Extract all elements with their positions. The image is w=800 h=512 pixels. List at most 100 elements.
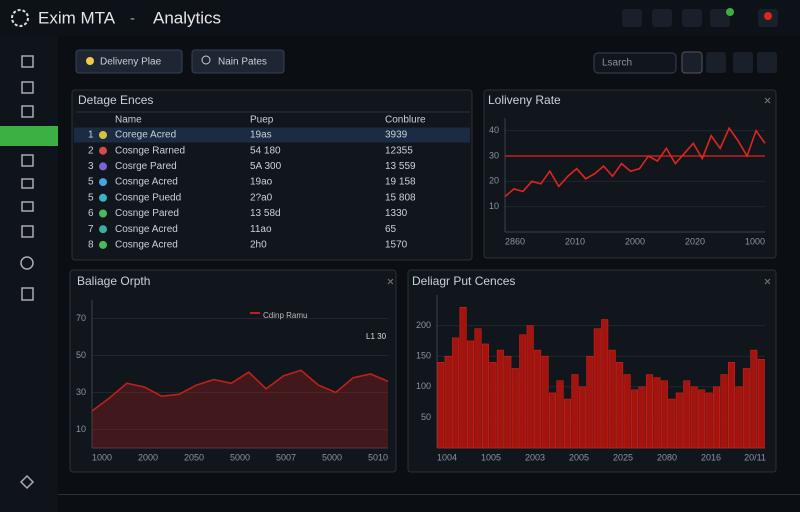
nav-icon[interactable] <box>21 81 34 94</box>
footer-rule <box>58 494 800 495</box>
bar <box>563 398 571 449</box>
table-cell: 7 <box>88 224 94 235</box>
bar <box>668 398 676 449</box>
bar <box>660 380 668 449</box>
table-cell: 1570 <box>385 240 408 251</box>
search-text: Lsarch <box>602 58 632 69</box>
row-highlight <box>74 127 470 143</box>
y-tick-label: 30 <box>489 150 499 160</box>
y-tick-label: 150 <box>416 351 431 361</box>
x-tick-label: 2000 <box>138 452 158 462</box>
bar <box>653 377 661 449</box>
y-tick-label: 50 <box>421 412 431 422</box>
close-icon <box>764 278 771 285</box>
bar <box>623 374 631 449</box>
x-tick-label: 1000 <box>92 452 112 462</box>
icon-button[interactable] <box>622 9 642 27</box>
icon-button[interactable] <box>710 9 730 27</box>
y-tick-label: 40 <box>489 125 499 135</box>
y-tick-label: 10 <box>489 201 499 211</box>
table-cell: 65 <box>385 224 397 235</box>
table-cell: 8 <box>88 240 94 251</box>
bar <box>608 349 616 449</box>
icon-button[interactable] <box>733 52 753 73</box>
x-tick-label: 20/11 <box>744 452 766 462</box>
x-tick-label: 2080 <box>657 452 677 462</box>
close-icon <box>764 97 771 104</box>
bar <box>474 328 482 449</box>
row-icon <box>99 209 107 218</box>
bar <box>698 389 706 449</box>
row-icon <box>99 193 107 202</box>
x-tick-label: 2025 <box>613 452 633 462</box>
nav-icon[interactable] <box>21 178 34 189</box>
icon-button[interactable] <box>681 51 703 74</box>
y-tick-label: 20 <box>489 176 499 186</box>
bar <box>586 355 594 449</box>
bar <box>467 340 475 449</box>
bar <box>519 334 527 449</box>
table-cell: 2 <box>88 145 94 156</box>
table-cell: Cosnge Rarned <box>115 145 185 156</box>
icon-button[interactable] <box>757 52 777 73</box>
nav-icon[interactable] <box>21 55 34 68</box>
chart-title: Baliage Orpth <box>77 274 150 288</box>
chart-panel <box>483 89 777 259</box>
button-label: Deliveny Plae <box>100 57 162 68</box>
icon-button[interactable] <box>652 9 672 27</box>
row-icon <box>99 146 107 155</box>
table-cell: 19as <box>250 130 272 141</box>
search-box[interactable] <box>593 52 677 74</box>
bar <box>504 355 512 449</box>
search-icon <box>201 55 211 65</box>
x-tick-label: 1004 <box>437 452 457 462</box>
x-tick-label: 5000 <box>230 452 250 462</box>
row-icon <box>99 225 107 234</box>
table-cell: 1 <box>88 130 94 141</box>
bar <box>727 362 735 449</box>
table-cell: 13 559 <box>385 161 416 172</box>
button-icon <box>86 57 94 65</box>
icon-button[interactable] <box>682 9 702 27</box>
nav-icon[interactable] <box>21 287 34 301</box>
x-tick-label: 2020 <box>685 236 705 246</box>
bar <box>593 328 601 449</box>
bar <box>459 306 467 449</box>
row-icon <box>99 178 107 187</box>
bar <box>616 362 624 449</box>
nav-icon[interactable] <box>21 154 34 167</box>
toolbar-button[interactable] <box>75 49 183 74</box>
nav-icon[interactable] <box>21 201 34 212</box>
toolbar-button[interactable] <box>191 49 285 74</box>
table-cell: 3939 <box>385 130 408 141</box>
table-cell: 2h0 <box>250 240 267 251</box>
nav-icon[interactable] <box>20 256 34 270</box>
bar <box>578 386 586 449</box>
table-cell: Cosnge Puedd <box>115 192 181 203</box>
nav-active[interactable] <box>0 126 58 146</box>
nav-icon[interactable] <box>21 105 34 118</box>
x-tick-label: 2016 <box>701 452 721 462</box>
table-cell: 19ao <box>250 177 273 188</box>
bar <box>720 374 728 449</box>
icon-button[interactable] <box>706 52 726 73</box>
y-tick-label: 200 <box>416 320 431 330</box>
nav-icon[interactable] <box>19 474 35 490</box>
table-cell: Cosnge Pared <box>115 208 179 219</box>
table-cell: Cosnge Acred <box>115 224 178 235</box>
x-tick-label: 2860 <box>505 236 525 246</box>
bar <box>556 380 564 449</box>
row-icon <box>99 240 107 249</box>
header-icons[interactable] <box>622 8 778 27</box>
bar <box>675 392 683 449</box>
column-header: Conblure <box>385 115 426 126</box>
table-cell: 54 180 <box>250 145 281 156</box>
header-bar <box>0 0 800 36</box>
table-cell: 12355 <box>385 145 413 156</box>
nav-icon[interactable] <box>21 225 34 238</box>
x-tick-label: 2050 <box>184 452 204 462</box>
bar <box>645 374 653 449</box>
sidebar-icons[interactable] <box>19 55 35 490</box>
y-tick-label: 10 <box>76 424 86 434</box>
table-cell: 2?a0 <box>250 192 273 203</box>
